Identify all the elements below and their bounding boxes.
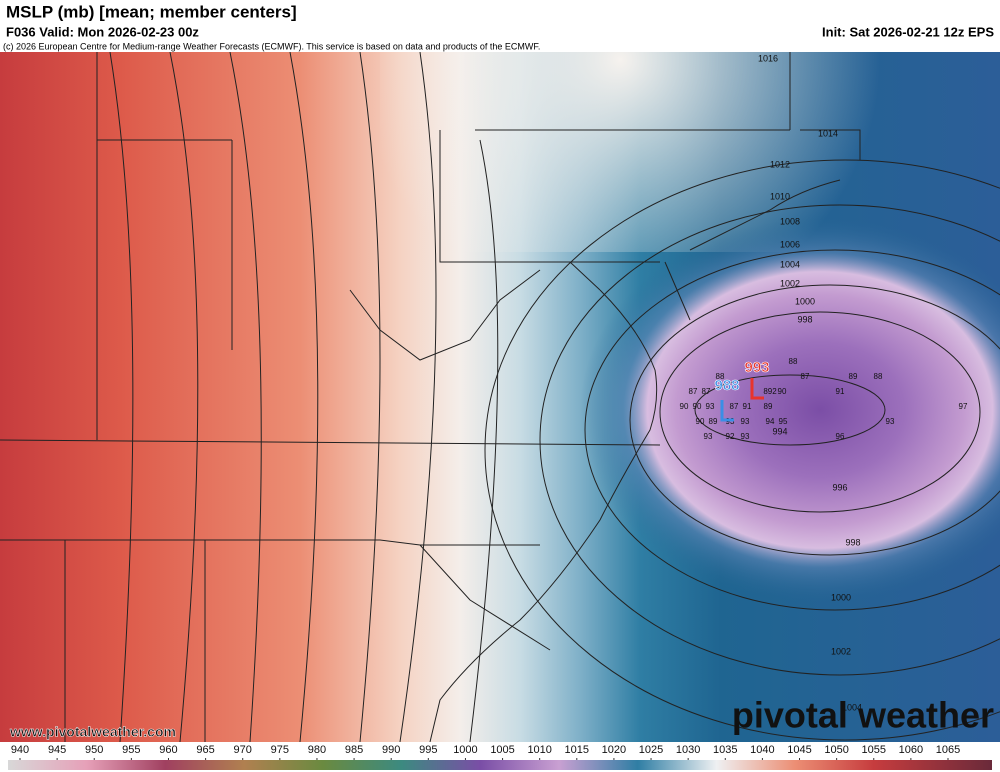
- colorbar-tick-label: 1020: [602, 744, 626, 756]
- member-label: 88: [874, 372, 883, 381]
- colorbar-tick-label: 1015: [565, 744, 589, 756]
- colorbar-tick-label: 1040: [750, 744, 774, 756]
- title: MSLP (mb) [mean; member centers]: [6, 2, 297, 21]
- member-label: 88: [789, 357, 798, 366]
- member-label: 93: [741, 417, 750, 426]
- colorbar-tick-label: 1050: [824, 744, 848, 756]
- member-label: 90: [778, 387, 787, 396]
- isobar-labels: 1016 1014 1012 1010 1008 1006 1004 1002 1000 998 9…: [758, 53, 862, 712]
- isobar-label: 1010: [770, 191, 790, 201]
- isobar-label: 1002: [780, 278, 800, 288]
- member-label: 94: [766, 417, 775, 426]
- member-label: 92: [726, 432, 735, 441]
- colorbar-tick-label: 1030: [676, 744, 700, 756]
- low-symbol: [750, 378, 764, 400]
- colorbar-tick-label: 985: [345, 744, 363, 756]
- isobar-label: 998: [845, 537, 860, 547]
- colorbar-ticks: 940 945 950 955 960 965 970 975 980 985 990 995 1000…: [11, 744, 960, 760]
- member-label: 91: [836, 387, 845, 396]
- member-label: 97: [959, 402, 968, 411]
- isobar-label: 1000: [795, 296, 815, 306]
- init-time: Init: Sat 2026-02-21 12z EPS: [822, 24, 994, 39]
- isobar-label: 1016: [758, 53, 778, 63]
- member-label: 90: [696, 417, 705, 426]
- colorbar-tick-label: 1025: [639, 744, 663, 756]
- member-label: 93: [704, 432, 713, 441]
- colorbar-tick-label: 1000: [453, 744, 477, 756]
- member-label: 91: [743, 402, 752, 411]
- member-label: 89: [709, 417, 718, 426]
- colorbar-tick-label: 940: [11, 744, 29, 756]
- low-symbol: [720, 400, 734, 422]
- site-url: www.pivotalweather.com: [9, 724, 176, 740]
- logo: pivotal weather: [732, 695, 994, 736]
- isobar-label: 1004: [780, 259, 800, 269]
- colorbar-tick-label: 1035: [713, 744, 737, 756]
- member-label: 96: [836, 432, 845, 441]
- member-label: 93: [706, 402, 715, 411]
- isobars: [109, 51, 1000, 743]
- colorbar-tick-label: 1055: [862, 744, 886, 756]
- member-label: 90: [680, 402, 689, 411]
- isobar-label: 1004: [842, 702, 862, 712]
- isobar-label: 994: [772, 426, 787, 436]
- member-label: 89: [764, 402, 773, 411]
- header-bg: [0, 0, 1000, 52]
- member-label: 892: [763, 387, 777, 396]
- member-label: 88: [716, 372, 725, 381]
- low-label: 988: [714, 377, 739, 394]
- colorbar-tick-label: 965: [196, 744, 214, 756]
- member-label: 87: [801, 372, 810, 381]
- colorbar-tick-label: 970: [234, 744, 252, 756]
- member-label: 89: [849, 372, 858, 381]
- isobar-label: 1002: [831, 646, 851, 656]
- colorbar-tick-label: 955: [122, 744, 140, 756]
- member-label: 87: [730, 402, 739, 411]
- member-label: 87: [689, 387, 698, 396]
- isobar-label: 1008: [780, 216, 800, 226]
- isobar-label: 996: [832, 482, 847, 492]
- valid-time: F036 Valid: Mon 2026-02-23 00z: [6, 24, 199, 39]
- isobar-label: 1012: [770, 159, 790, 169]
- credit: (c) 2026 European Centre for Medium-rang…: [3, 41, 540, 51]
- colorbar-tick-label: 950: [85, 744, 103, 756]
- member-label: 95: [779, 417, 788, 426]
- member-label: 93: [726, 417, 735, 426]
- member-label: 93: [886, 417, 895, 426]
- colorbar-tick-label: 1005: [490, 744, 514, 756]
- isobar-label: 1014: [818, 128, 838, 138]
- isobar-label: 998: [797, 314, 812, 324]
- low-label: 993: [744, 359, 769, 376]
- colorbar-tick-label: 1060: [899, 744, 923, 756]
- colorbar-tick-label: 995: [419, 744, 437, 756]
- member-label: 93: [741, 432, 750, 441]
- colorbar-tick-label: 1010: [527, 744, 551, 756]
- colorbar-tick-label: 980: [308, 744, 326, 756]
- member-label: 87: [702, 387, 711, 396]
- isobar-label: 1000: [831, 592, 851, 602]
- colorbar-tick-label: 960: [159, 744, 177, 756]
- colorbar-tick-label: 945: [48, 744, 66, 756]
- colorbar-tick-label: 1045: [787, 744, 811, 756]
- colorbar-tick-label: 975: [271, 744, 289, 756]
- member-label: 90: [693, 402, 702, 411]
- colorbar-tick-label: 990: [382, 744, 400, 756]
- isobar-label: 1006: [780, 239, 800, 249]
- borders: [0, 52, 861, 743]
- colorbar: [8, 760, 992, 770]
- colorbar-tick-label: 1065: [936, 744, 960, 756]
